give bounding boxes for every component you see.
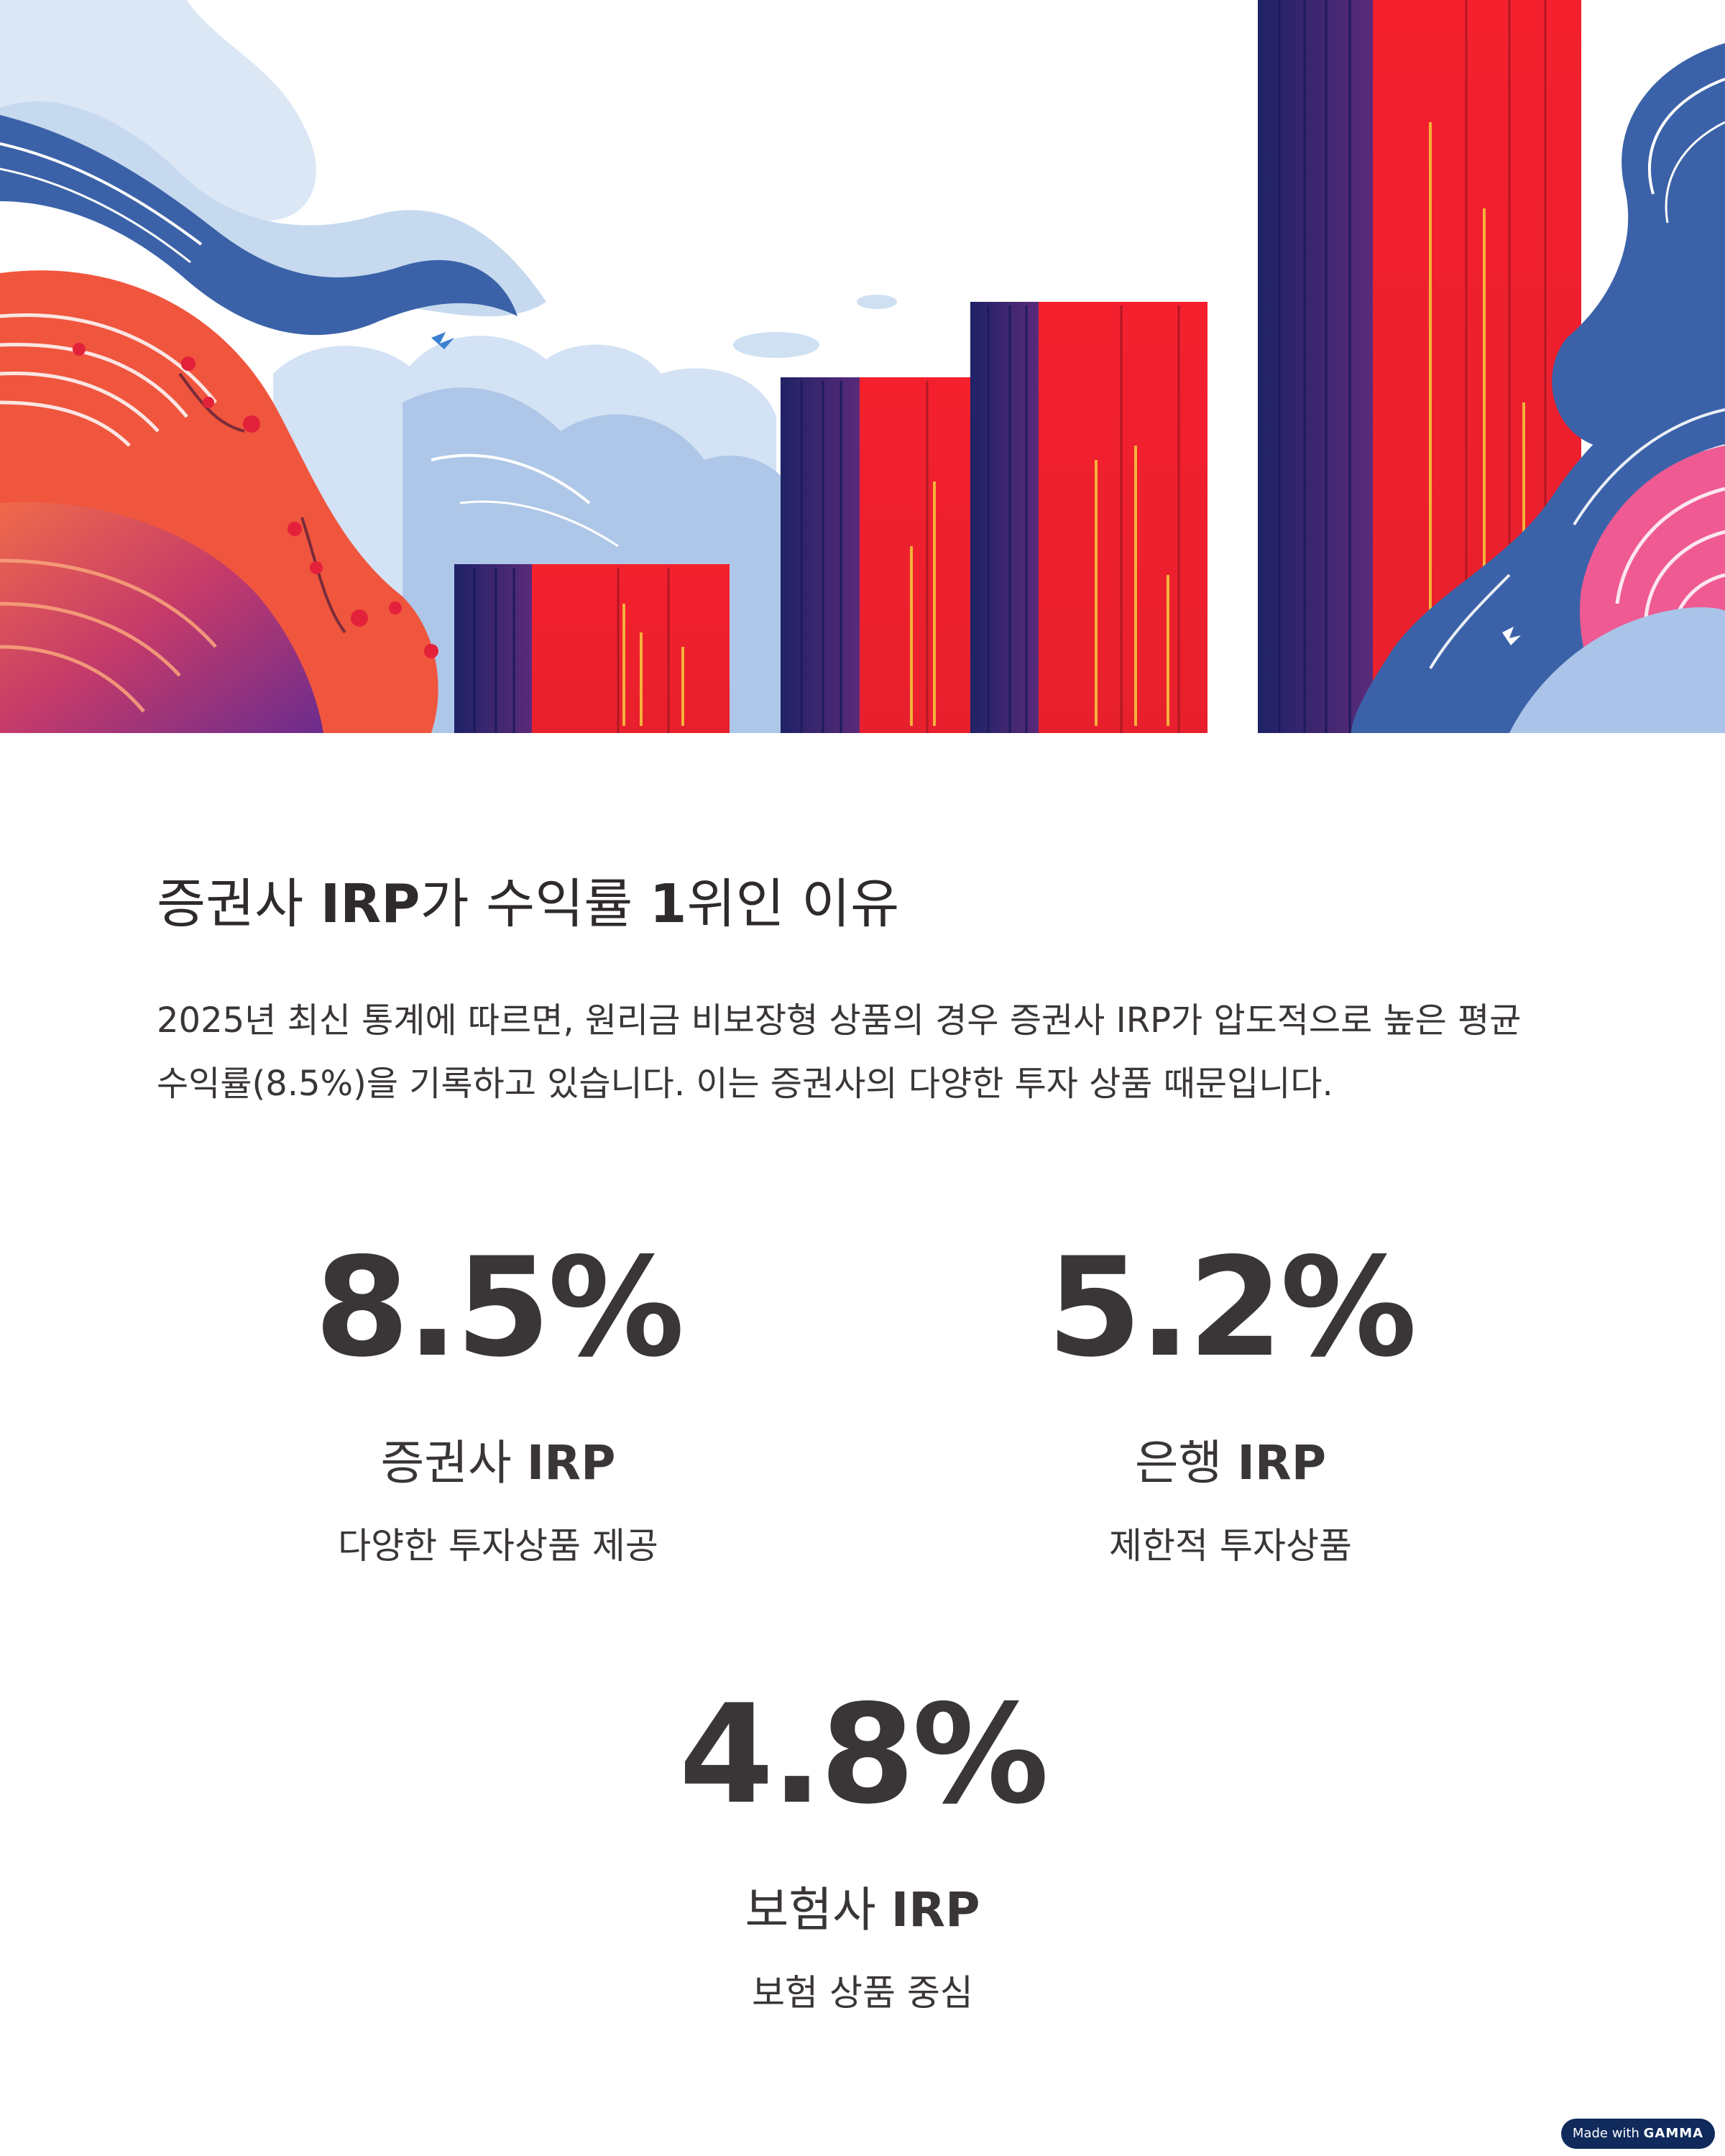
stat-value: 8.5% (314, 1228, 685, 1387)
stat-subtext: 제한적 투자상품 (1109, 1525, 1352, 1567)
stat-label-main: 보험사 (745, 1882, 891, 1938)
stat-card-securities: 8.5% 증권사 IRP 다양한 투자상품 제공 (203, 1236, 793, 1571)
title-part-3: 가 수익률 (420, 873, 650, 935)
badge-brand: GAMMA (1643, 2126, 1704, 2141)
title-part-1: 증권사 (157, 873, 321, 935)
stat-card-insurance: 4.8% 보험사 IRP 보험 상품 중심 (568, 1683, 1157, 2018)
stat-label: 은행 IRP (936, 1434, 1525, 1492)
stat-label-bold: IRP (1237, 1435, 1327, 1491)
title-part-5: 위인 이유 (686, 873, 900, 935)
stat-label: 보험사 IRP (568, 1881, 1157, 1939)
title-part-4: 1 (649, 873, 687, 935)
stat-value: 5.2% (1046, 1228, 1417, 1387)
badge-prefix: Made with (1572, 2126, 1644, 2141)
stat-label-main: 증권사 (380, 1435, 527, 1491)
page-title: 증권사 IRP가 수익률 1위인 이유 (157, 868, 1580, 940)
stat-subtext: 다양한 투자상품 제공 (338, 1525, 658, 1567)
stat-card-bank: 5.2% 은행 IRP 제한적 투자상품 (936, 1236, 1525, 1571)
stat-label-bold: IRP (891, 1882, 980, 1938)
stat-label-main: 은행 (1134, 1435, 1238, 1491)
title-part-2: IRP (320, 873, 420, 935)
stat-subtext: 보험 상품 중심 (752, 1972, 973, 2014)
stat-label-bold: IRP (526, 1435, 616, 1491)
description-paragraph: 2025년 최신 통계에 따르면, 원리금 비보장형 상품의 경우 증권사 IR… (157, 1000, 1522, 1104)
stat-value: 4.8% (678, 1675, 1049, 1834)
hero-illustration (0, 0, 1725, 733)
made-with-gamma-badge[interactable]: Made with GAMMA (1561, 2119, 1715, 2149)
stat-label: 증권사 IRP (203, 1434, 793, 1492)
skyline-illustration (0, 0, 1725, 733)
